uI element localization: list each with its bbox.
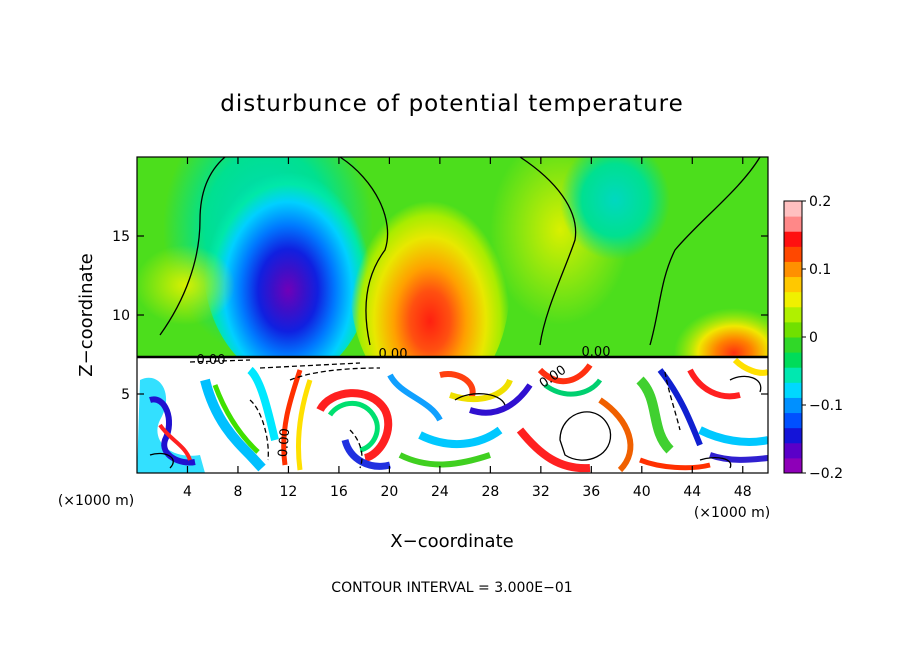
x-tick-label: 8 — [233, 484, 242, 500]
x-tick-label: 28 — [481, 484, 499, 500]
x-tick-label: 40 — [633, 484, 651, 500]
contour-lines — [137, 157, 768, 469]
x-unit-left: (×1000 m) — [58, 493, 134, 509]
colorbar-swatch — [784, 382, 802, 398]
x-tick-label: 36 — [582, 484, 600, 500]
yellow-left — [137, 245, 235, 325]
colorbar-swatch — [784, 412, 802, 429]
chart-title: disturbunce of potential temperature — [220, 91, 684, 117]
contour-label: 0.00 — [276, 428, 293, 458]
colorbar-swatch — [784, 321, 802, 338]
y-axis: 5 10 15 — [112, 229, 768, 403]
colorbar-ticks: 0.2 0.1 0 −0.1 −0.2 — [802, 194, 843, 482]
colorbar-swatch — [784, 306, 802, 323]
colorbar-swatch — [784, 397, 802, 414]
colorbar-tick-label: 0.1 — [809, 262, 831, 278]
colorbar-swatch — [784, 442, 802, 459]
colorbar-swatch — [784, 261, 802, 278]
colorbar-swatch — [784, 337, 802, 353]
colorbar-swatch — [784, 216, 802, 232]
x-tick-label: 48 — [734, 484, 752, 500]
colorbar-swatch — [784, 352, 802, 368]
colorbar-swatch — [784, 427, 802, 444]
x-tick-label: 4 — [183, 484, 192, 500]
lower-layer — [137, 357, 768, 473]
colorbar-tick-label: 0.2 — [809, 194, 831, 210]
x-axis-label: X−coordinate — [390, 531, 513, 552]
colorbar-swatch — [784, 367, 802, 383]
colorbar — [783, 200, 803, 474]
colorbar-swatch — [784, 201, 802, 217]
y-tick-label: 10 — [112, 308, 130, 324]
x-tick-label: 12 — [280, 484, 298, 500]
x-tick-label: 32 — [532, 484, 550, 500]
x-tick-label: 24 — [431, 484, 449, 500]
plot-area: 0.00 0.00 0.00 0.00 0.00 — [137, 157, 768, 473]
contour-interval-note: CONTOUR INTERVAL = 3.000E−01 — [331, 580, 572, 596]
colorbar-swatch — [784, 276, 802, 293]
x-tick-label: 20 — [380, 484, 398, 500]
colorbar-swatch — [784, 246, 802, 262]
warm-anomaly — [350, 165, 510, 405]
colorbar-swatch — [784, 457, 802, 474]
colorbar-swatch — [784, 291, 802, 308]
contour-label: 0.00 — [379, 347, 408, 362]
y-tick-label: 5 — [121, 387, 130, 403]
cyan-patch — [560, 157, 670, 260]
contour-label: 0.00 — [197, 353, 226, 368]
y-axis-label: Z−coordinate — [76, 253, 97, 376]
contour-label-group: 0.00 0.00 0.00 0.00 0.00 — [197, 345, 611, 458]
colorbar-tick-label: −0.2 — [809, 466, 843, 482]
x-tick-label: 16 — [330, 484, 348, 500]
colorbar-tick-label: 0 — [809, 330, 818, 346]
x-tick-label: 44 — [683, 484, 701, 500]
x-axis: 4 8 12 16 20 24 28 32 36 40 44 48 — [183, 157, 752, 500]
colorbar-tick-label: −0.1 — [809, 398, 843, 414]
y-tick-label: 15 — [112, 229, 130, 245]
colorbar-swatch — [784, 231, 802, 247]
cold-anomaly — [203, 157, 373, 380]
x-unit-right: (×1000 m) — [694, 505, 770, 521]
contour-label: 0.00 — [582, 345, 611, 360]
